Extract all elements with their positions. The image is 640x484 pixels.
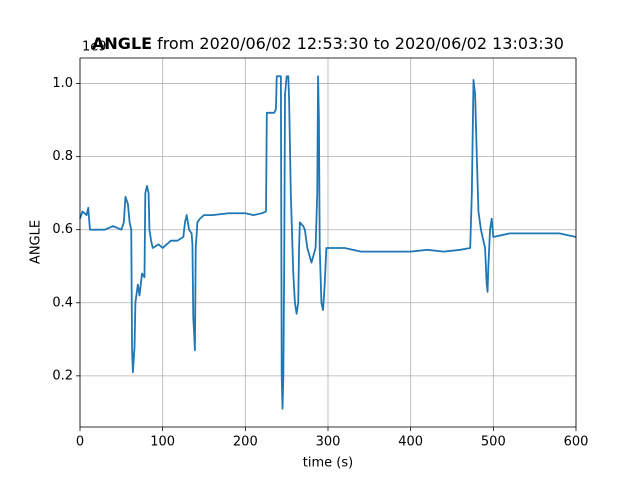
y-tick-label: 0.6: [52, 222, 73, 237]
x-tick-label: 200: [233, 435, 258, 450]
x-tick-label: 600: [564, 435, 589, 450]
y-tick-label: 0.8: [52, 149, 73, 164]
y-tick-label: 1.0: [52, 76, 73, 91]
axes-frame: [79, 57, 577, 428]
x-tick-label: 500: [481, 435, 506, 450]
data-line: [79, 75, 577, 410]
y-tick-label: 0.4: [52, 295, 73, 310]
x-tick-label: 100: [150, 435, 175, 450]
x-tick-label: 400: [398, 435, 423, 450]
y-axis-label: ANGLE: [29, 220, 44, 264]
title-text: from 2020/06/02 12:53:30 to 2020/06/02 1…: [157, 34, 564, 53]
y-tick-label: 0.2: [52, 368, 73, 383]
y-offset-label: 1e9: [82, 40, 107, 55]
x-axis-label: time (s): [303, 456, 353, 471]
chart-title: ANGLE from 2020/06/02 12:53:30 to 2020/06…: [92, 34, 564, 53]
x-tick-label: 0: [76, 435, 84, 450]
title-prefix: ANGLE: [92, 34, 152, 53]
x-tick-label: 300: [316, 435, 341, 450]
